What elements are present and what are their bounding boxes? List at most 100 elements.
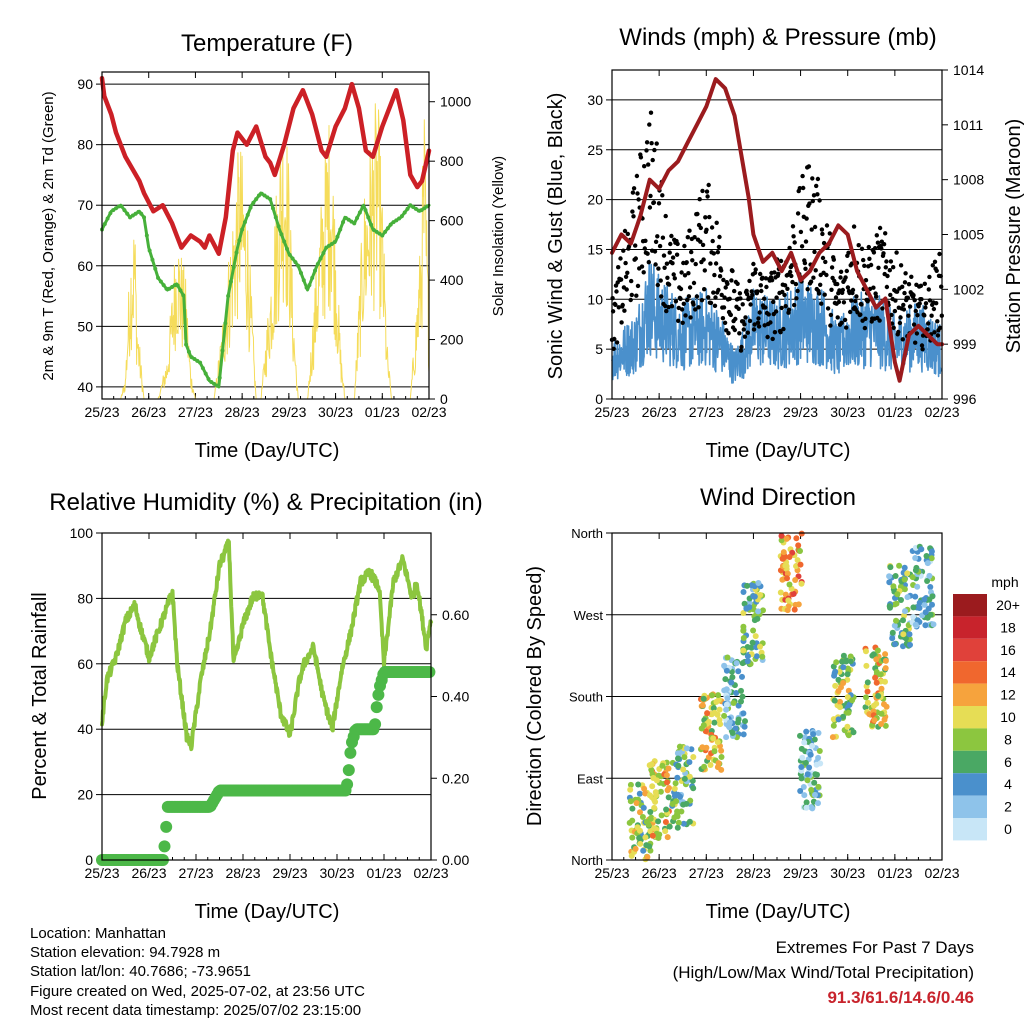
colorbar-label: 18 [1000,619,1016,635]
direction-point [640,847,647,854]
gust-point [749,289,754,294]
gust-point [703,215,708,220]
gust-point [628,297,633,303]
direction-point [759,653,766,660]
gust-point [785,286,790,291]
direction-point [845,732,852,739]
direction-point [721,712,728,719]
x-tick-label: 02/23 [411,404,446,420]
direction-point [882,678,888,685]
direction-point [780,549,787,556]
gust-point [685,297,690,303]
direction-point [798,775,805,782]
gust-point [829,265,835,270]
dewpoint-point [315,261,320,266]
gust-point [701,257,706,262]
wind-speed-line [611,259,943,384]
y-tick-label: 30 [587,92,603,108]
humidity-panel: Relative Humidity (%) & Precipitation (i… [29,489,483,923]
y-right-tick-label: 1011 [953,117,983,133]
dewpoint-point [301,278,306,283]
direction-point [912,567,919,574]
dewpoint-point [122,208,127,213]
gust-point [634,173,640,179]
dewpoint-point [116,204,121,209]
gust-point [809,227,814,232]
direction-point [686,759,693,766]
gust-point [806,164,812,169]
x-tick-label: 25/23 [594,865,629,881]
x-tick-label: 25/23 [594,404,629,420]
y-right-tick-label: 0.40 [442,689,469,705]
gust-point [840,287,845,293]
direction-point [803,728,810,735]
dewpoint-point [206,377,211,382]
gust-point [789,273,794,279]
gust-point [923,301,929,306]
x-tick-label: 02/23 [924,865,959,881]
gust-point [892,308,898,314]
gust-point [678,286,684,292]
gust-point [712,272,717,278]
gust-point [648,110,654,115]
gust-point [902,280,908,285]
gust-point [774,295,779,300]
gust-point [618,256,623,261]
direction-point [778,537,785,544]
gust-point [907,304,913,309]
gust-point [730,268,735,274]
y-tick-label: West [574,608,604,623]
dewpoint-point [108,211,113,216]
direction-point [882,665,889,672]
winds-ylabel-left: Sonic Wind & Gust (Blue, Black) [545,93,567,380]
gust-point [838,275,843,280]
gust-point [900,337,905,342]
direction-point [928,548,935,555]
direction-point [675,819,682,826]
gust-point [704,189,710,194]
direction-point [715,692,722,699]
colorbar-label: 0 [1004,821,1012,837]
direction-point [886,579,893,586]
gust-point [875,240,881,245]
gust-point [738,348,744,353]
info-latlon: Station lat/lon: 40.7686; -73.9651 [30,963,252,981]
gust-point [798,229,804,235]
gust-point [708,300,714,306]
gust-point [687,228,692,233]
gust-point [636,197,641,202]
direction-point [863,694,869,701]
gust-point [652,249,658,254]
direction-point [689,777,696,784]
gust-point [699,298,705,303]
gust-point [831,257,836,262]
gust-point [935,333,941,338]
gust-point [740,302,745,307]
winds-ylabel-right: Station Pressure (Maroon) [1003,119,1024,354]
gust-point [704,227,709,232]
direction-point [798,580,805,587]
direction-point [840,680,847,686]
x-tick-label: 30/23 [319,865,354,881]
x-tick-label: 01/23 [365,404,400,420]
direction-point [740,731,747,738]
gust-point [810,198,815,204]
gust-point [794,296,799,301]
dewpoint-point [153,266,158,271]
gust-point [902,290,907,296]
gust-point [719,268,724,273]
humidity-ylabel-left: Percent & Total Rainfall [29,592,51,800]
gust-point [937,325,943,330]
gust-point [803,266,808,271]
precip-point [423,666,436,678]
gust-point [920,333,926,338]
direction-point [835,716,842,723]
gust-point [883,231,888,236]
gust-point [911,322,917,327]
gust-point [645,251,650,256]
gust-point [689,249,694,255]
gust-point [660,235,666,240]
direction-point [832,682,839,689]
gust-point [748,302,753,307]
gust-point [752,270,758,275]
